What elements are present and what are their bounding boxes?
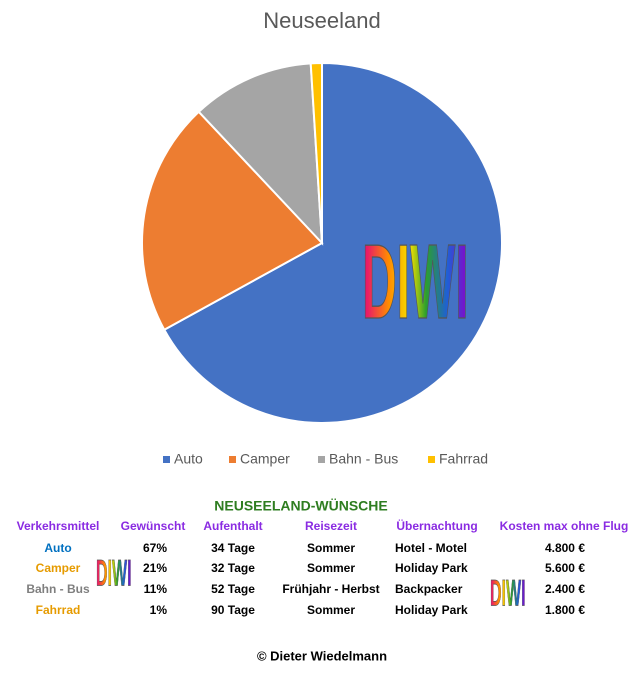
table-cell: 5.600 € xyxy=(545,561,585,575)
legend-marker xyxy=(428,456,435,463)
table-cell: Frühjahr - Herbst xyxy=(282,582,379,596)
pie-slice xyxy=(309,61,323,244)
logo: DIWI xyxy=(362,224,469,341)
table-cell: 52 Tage xyxy=(211,582,255,596)
table-cell: Fahrrad xyxy=(36,603,81,617)
table-cell: 11% xyxy=(144,582,168,596)
table-cell: Holiday Park xyxy=(395,561,468,575)
table-header: Aufenthalt xyxy=(203,519,262,533)
table-cell: 67% xyxy=(143,541,167,555)
table-cell: 1.800 € xyxy=(545,603,585,617)
table-cell: 4.800 € xyxy=(545,541,585,555)
logo: DIWI xyxy=(490,573,526,615)
table-header: Verkehrsmittel xyxy=(17,519,100,533)
logo: DIWI xyxy=(96,553,132,595)
table-cell: Backpacker xyxy=(395,582,463,596)
table-header: Übernachtung xyxy=(396,518,477,533)
pie-slice xyxy=(162,61,503,424)
table-header: Gewünscht xyxy=(121,519,186,533)
footer: © Dieter Wiedelmann xyxy=(257,648,387,663)
table-cell: Hotel - Motel xyxy=(395,541,467,555)
legend-label: Camper xyxy=(240,451,290,467)
table-cell: 1% xyxy=(150,603,168,617)
legend-marker xyxy=(163,456,170,463)
table-cell: 21% xyxy=(143,561,167,575)
table-cell: 34 Tage xyxy=(211,541,255,555)
table-title: NEUSEELAND-WÜNSCHE xyxy=(214,498,387,514)
legend-marker xyxy=(229,456,236,463)
table-cell: 2.400 € xyxy=(545,582,585,596)
table-header: Reisezeit xyxy=(305,519,357,533)
legend-marker xyxy=(318,456,325,463)
table-header: Kosten max ohne Flug xyxy=(500,519,629,533)
legend-label: Auto xyxy=(174,451,203,467)
table-cell: Bahn - Bus xyxy=(26,582,90,596)
table-cell: 90 Tage xyxy=(211,603,255,617)
legend-label: Fahrrad xyxy=(439,451,488,467)
chart-title: Neuseeland xyxy=(263,8,380,33)
table-cell: Holiday Park xyxy=(395,603,468,617)
table-cell: 32 Tage xyxy=(211,561,255,575)
table-cell: Auto xyxy=(44,541,71,555)
legend-label: Bahn - Bus xyxy=(329,451,398,467)
table-cell: Sommer xyxy=(307,561,355,575)
table-cell: Camper xyxy=(36,561,81,575)
pie-slice xyxy=(197,62,324,246)
pie-slice xyxy=(141,110,324,332)
table-cell: Sommer xyxy=(307,603,355,617)
table-cell: Sommer xyxy=(307,541,355,555)
